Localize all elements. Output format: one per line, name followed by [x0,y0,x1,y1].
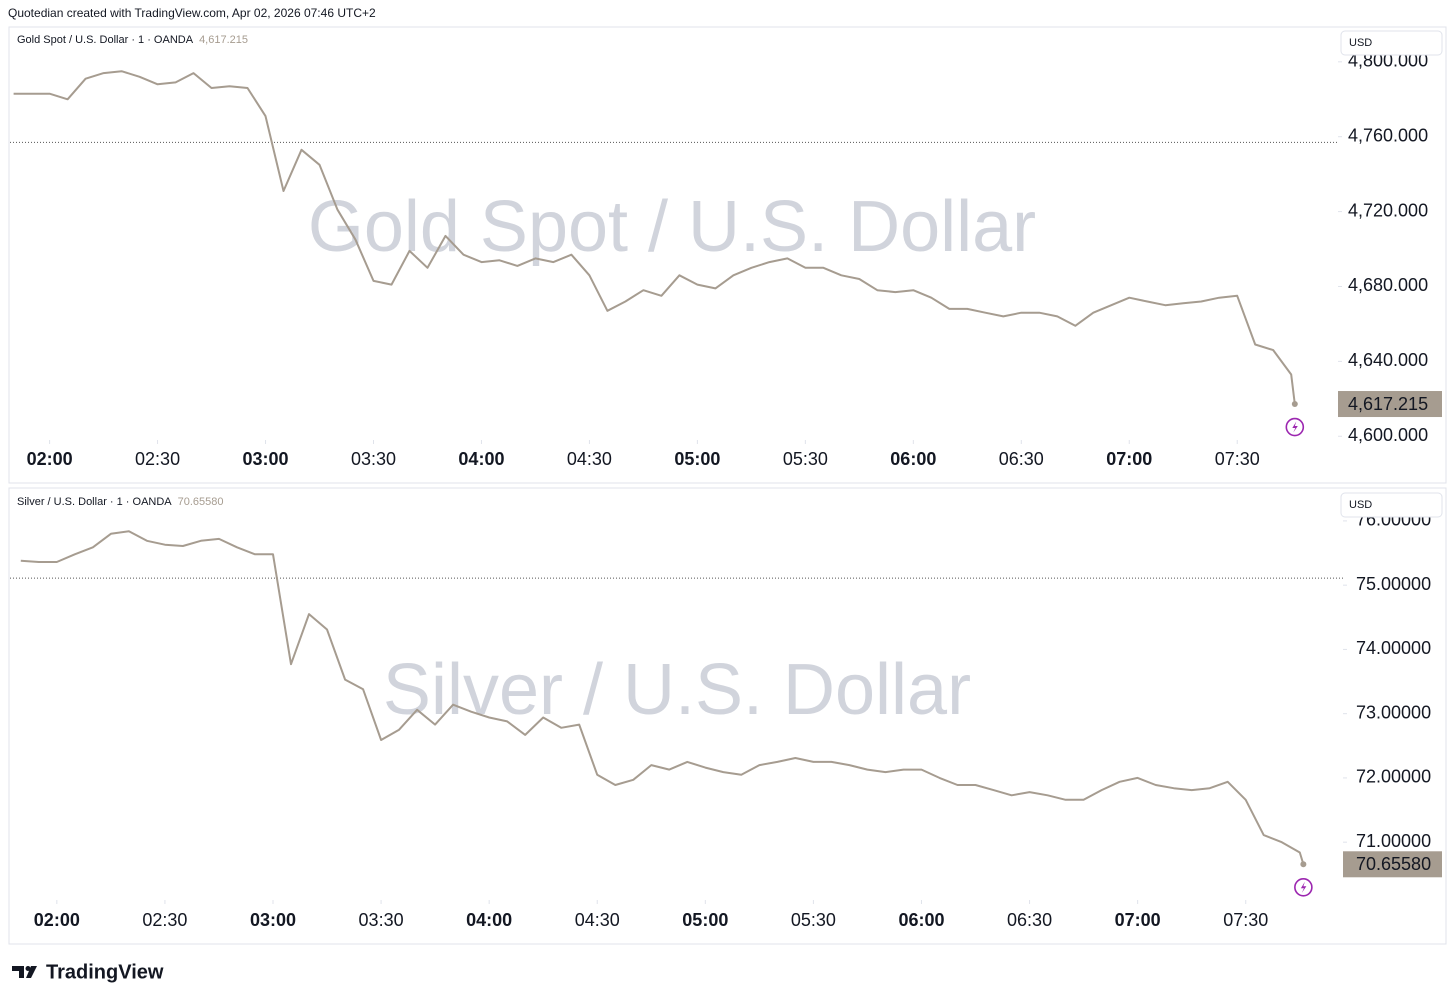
x-tick-label: 02:30 [135,449,180,469]
x-tick-label: 05:30 [791,910,836,930]
y-tick-label: 73.00000 [1356,702,1431,722]
alert-icon [1292,421,1298,433]
price-tag-label: 70.65580 [1356,854,1431,874]
x-tick-label: 05:00 [674,449,720,469]
x-tick-label: 07:00 [1106,449,1152,469]
y-tick-label: 72.00000 [1356,767,1431,787]
currency-box [1340,30,1443,56]
logo-mark [12,966,24,978]
x-tick-label: 06:00 [890,449,936,469]
price-tag-label: 4,617.215 [1348,394,1428,414]
y-tick-label: 4,680.000 [1348,275,1428,295]
x-tick-label: 06:30 [1007,910,1052,930]
legend-last-value: 70.65580 [178,496,224,508]
currency-label: USD [1349,37,1372,49]
x-tick-label: 03:00 [242,449,288,469]
price-tag [1338,391,1442,418]
currency-label: USD [1349,499,1372,511]
alert-icon [1300,881,1307,893]
x-tick-label: 06:00 [898,910,944,930]
price-line [20,530,1305,865]
panel-frame [8,487,1447,945]
footer-brand: TradingView [46,961,164,983]
y-tick-label: 75.00000 [1356,574,1431,594]
y-tick-label: 4,760.000 [1348,125,1428,145]
currency-box [1340,492,1443,518]
y-tick-label: 4,640.000 [1348,350,1428,370]
y-tick-label: 4,600.000 [1348,425,1428,445]
x-tick-label: 03:00 [250,910,296,930]
panel-frame [8,26,1447,484]
x-tick-label: 02:30 [142,910,187,930]
x-tick-label: 07:00 [1115,910,1161,930]
y-tick-label: 4,800.000 [1348,51,1428,71]
x-tick-label: 07:30 [1215,449,1260,469]
last-point [1291,401,1298,408]
x-tick-label: 05:00 [682,910,728,930]
x-tick-label: 07:30 [1223,910,1268,930]
y-tick-label: 71.00000 [1356,831,1431,851]
legend-name: Silver / U.S. Dollar · 1 · OANDA [17,496,172,508]
x-tick-label: 03:30 [351,449,396,469]
x-tick-label: 06:30 [999,449,1044,469]
x-tick-label: 05:30 [783,449,828,469]
price-line [13,70,1296,405]
last-point [1300,861,1307,868]
x-tick-label: 04:00 [466,910,512,930]
y-tick-label: 74.00000 [1356,638,1431,658]
price-tag [1343,851,1442,878]
x-tick-label: 04:30 [567,449,612,469]
header-text: Quotedian created with TradingView.com, … [8,6,376,20]
tradingview-logo: TradingView [12,961,164,983]
x-tick-label: 03:30 [359,910,404,930]
logo-mark [26,966,37,978]
logo-mark [25,966,31,971]
watermark: Silver / U.S. Dollar [383,650,971,730]
x-tick-label: 02:00 [27,449,73,469]
legend-name: Gold Spot / U.S. Dollar · 1 · OANDA [17,34,194,46]
legend-last-value: 4,617.215 [199,34,248,46]
watermark: Gold Spot / U.S. Dollar [308,187,1036,267]
x-tick-label: 02:00 [34,910,80,930]
x-tick-label: 04:30 [575,910,620,930]
y-tick-label: 4,720.000 [1348,200,1428,220]
x-tick-label: 04:00 [458,449,504,469]
